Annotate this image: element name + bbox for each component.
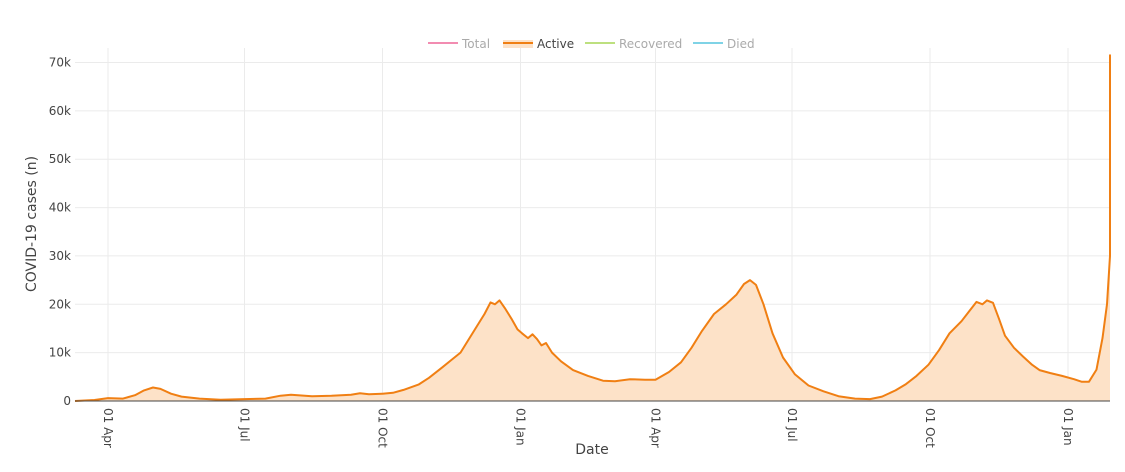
series-line-active — [74, 54, 1111, 402]
legend-label: Died — [727, 37, 755, 51]
y-tick-label: 10k — [49, 346, 71, 360]
x-axis-ticks: 01 Apr 01 Jul 01 Oct 01 Jan 01 Apr 01 Jul 01 O… — [101, 408, 1075, 448]
y-axis-title: COVID-19 cases (n) — [24, 156, 40, 292]
y-tick-label: 0 — [63, 394, 71, 408]
legend-item-died[interactable]: Died — [693, 37, 755, 51]
y-axis-ticks: 0 10k 20k 30k 40k 50k 60k 70k — [49, 56, 71, 408]
plot-area — [74, 54, 1111, 402]
y-tick-label: 70k — [49, 56, 71, 70]
legend-item-total[interactable]: Total — [428, 37, 490, 51]
x-tick-label: 01 Oct — [923, 408, 937, 448]
legend: Total Active Recovered Died — [428, 37, 755, 51]
x-tick-label: 01 Jul — [785, 408, 799, 442]
grid-lines — [75, 48, 1110, 401]
y-tick-label: 30k — [49, 249, 71, 263]
series-area-active — [75, 55, 1110, 402]
x-axis-title: Date — [575, 442, 608, 458]
y-tick-label: 50k — [49, 152, 71, 166]
x-tick-label: 01 Jul — [238, 408, 252, 442]
legend-item-active[interactable]: Active — [503, 37, 574, 51]
x-tick-label: 01 Jan — [1061, 408, 1075, 446]
legend-label: Active — [537, 37, 574, 51]
x-tick-label: 01 Apr — [649, 408, 663, 448]
x-tick-label: 01 Oct — [376, 408, 390, 448]
x-tick-label: 01 Apr — [101, 408, 115, 448]
legend-label: Total — [461, 37, 490, 51]
y-tick-label: 40k — [49, 201, 71, 215]
legend-item-recovered[interactable]: Recovered — [585, 37, 682, 51]
x-tick-label: 01 Jan — [514, 408, 528, 446]
y-tick-label: 20k — [49, 297, 71, 311]
y-tick-label: 60k — [49, 104, 71, 118]
legend-label: Recovered — [619, 37, 682, 51]
